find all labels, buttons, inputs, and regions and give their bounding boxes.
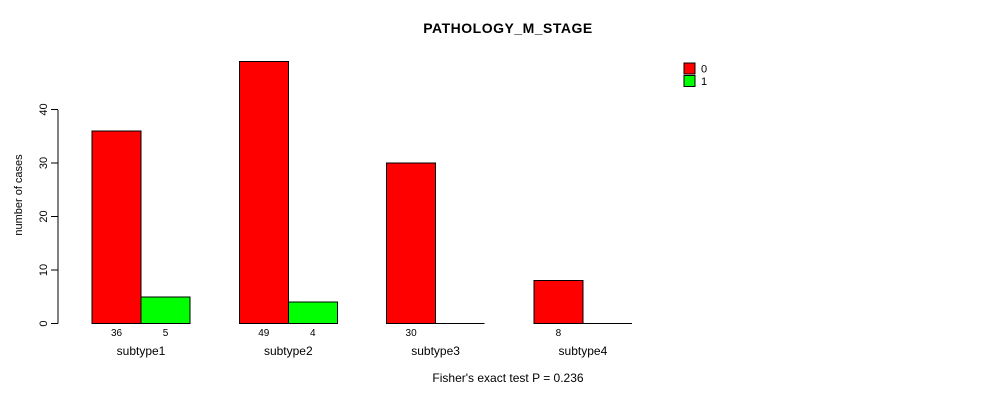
legend-swatch-1 bbox=[683, 75, 696, 87]
bar-value-label: 30 bbox=[406, 328, 418, 339]
legend-label-1: 1 bbox=[701, 76, 707, 88]
y-axis-ticks: 0 10 20 30 40 bbox=[38, 103, 58, 327]
x-axis-category-label: subtype4 bbox=[559, 344, 608, 358]
legend: 01 bbox=[683, 62, 707, 88]
x-axis-category-label: subtype3 bbox=[411, 344, 460, 358]
y-axis-tick-label: 0 bbox=[38, 320, 50, 326]
chart-title: PATHOLOGY_M_STAGE bbox=[423, 20, 593, 36]
x-axis-category-label: subtype2 bbox=[264, 344, 313, 358]
footer-annotation: Fisher's exact test P = 0.236 bbox=[432, 371, 583, 385]
bar-value-labels: 36 5 49 4 30 8 bbox=[111, 328, 562, 339]
y-axis-tick-label: 40 bbox=[38, 103, 50, 115]
y-axis-label: number of cases bbox=[13, 154, 25, 236]
x-axis-category-label: subtype1 bbox=[117, 344, 166, 358]
bar-series0-subtype4 bbox=[533, 280, 584, 325]
y-axis-tick-label: 10 bbox=[38, 264, 50, 276]
bar-series0-subtype3 bbox=[386, 162, 437, 324]
y-axis-tick-label: 20 bbox=[38, 210, 50, 222]
bar-value-label: 8 bbox=[556, 328, 562, 339]
bar-series0-subtype1 bbox=[91, 130, 142, 324]
bar-value-label: 49 bbox=[258, 328, 270, 339]
bar-series1-subtype1 bbox=[140, 296, 191, 324]
y-axis-tick-label: 30 bbox=[38, 157, 50, 169]
bar-value-label: 5 bbox=[163, 328, 169, 339]
legend-swatch-0 bbox=[683, 62, 696, 75]
bar-value-label: 36 bbox=[111, 328, 123, 339]
bar-series0-subtype2 bbox=[238, 60, 289, 324]
bars-group bbox=[91, 60, 632, 325]
bar-series1-subtype2 bbox=[287, 301, 338, 325]
legend-label-0: 0 bbox=[701, 64, 707, 76]
x-axis-category-labels: subtype1 subtype2 subtype3 subtype4 bbox=[117, 344, 608, 358]
bar-value-label: 4 bbox=[310, 328, 316, 339]
